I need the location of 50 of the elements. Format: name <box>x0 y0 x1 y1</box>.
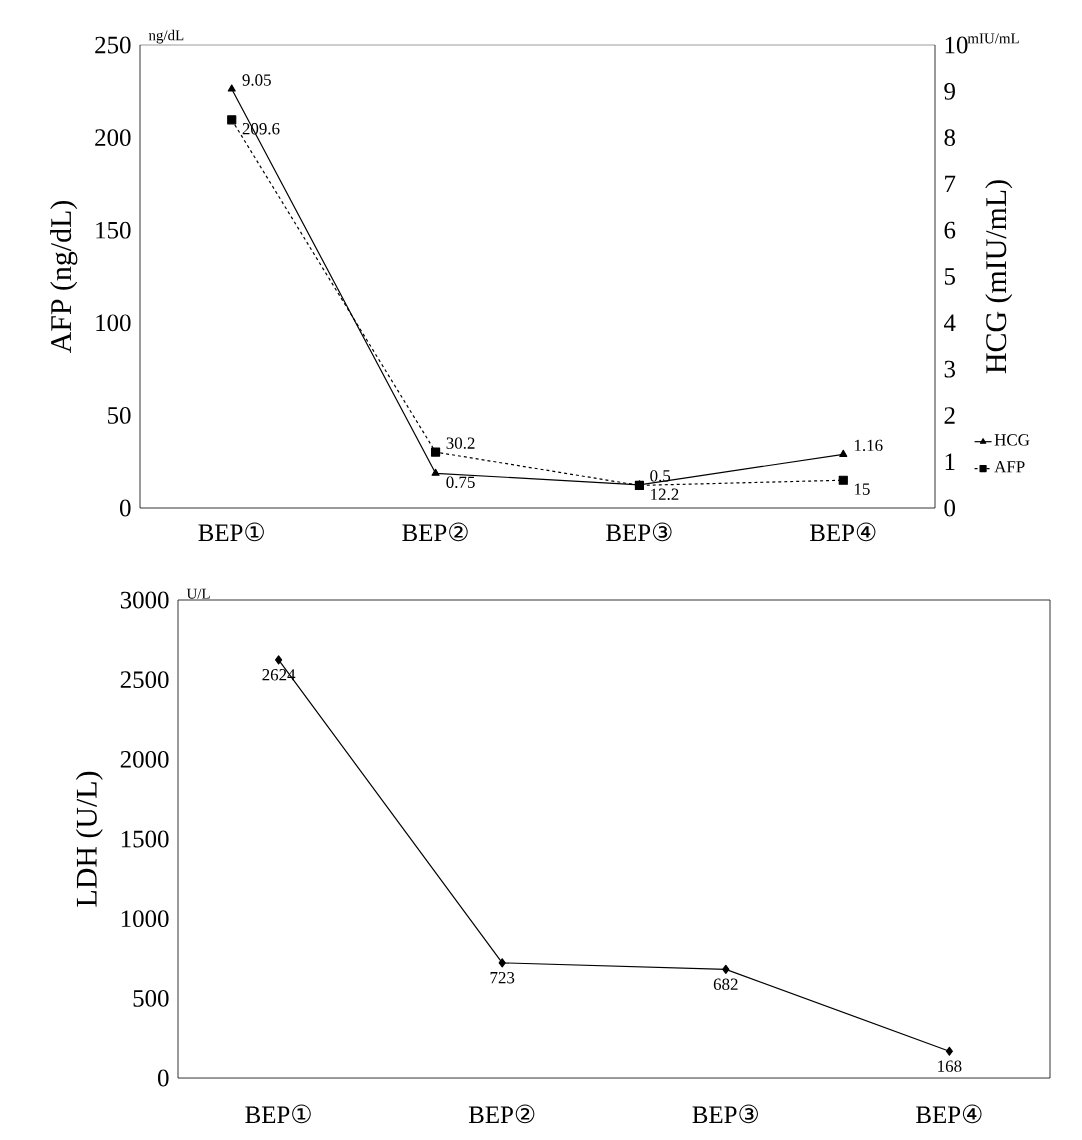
data-label: 723 <box>490 972 515 984</box>
y2-tick-label: 9 <box>944 82 955 100</box>
y2-tick-label: 4 <box>943 314 956 331</box>
y2-axis-title: HCG (mIU/mL) <box>985 180 1013 374</box>
x-tick-label: BEP① <box>245 1104 311 1124</box>
y2-tick-label: 0 <box>944 499 956 517</box>
data-label: 1.16 <box>854 439 883 452</box>
y2-tick-label: 3 <box>944 360 955 378</box>
x-tick-label: BEP③ <box>606 522 672 542</box>
y-tick-label: 2000 <box>120 750 169 768</box>
text: mIU/mL <box>967 33 1019 44</box>
y-tick-label: 3000 <box>120 591 169 609</box>
y-tick-label: 1000 <box>121 910 169 928</box>
data-label: 0.5 <box>650 470 671 482</box>
x-tick-label: BEP① <box>198 522 264 542</box>
y2-tick-label: 6 <box>944 221 956 239</box>
y-tick-label: 1500 <box>121 830 169 848</box>
x-tick-label: BEP② <box>468 1104 535 1124</box>
y-tick-label: 200 <box>95 129 131 147</box>
y-tick-label: 0 <box>120 499 131 517</box>
y-tick-label: 2500 <box>120 671 169 689</box>
data-label: 30.2 <box>446 437 475 449</box>
legend-label: AFP <box>994 461 1025 473</box>
y-tick-label: 100 <box>96 314 131 332</box>
y-axis-title: AFP (ng/dL) <box>50 201 78 354</box>
y2-tick-label: 5 <box>944 268 955 285</box>
y2-tick-label: 10 <box>945 36 968 54</box>
y-tick-label: 0 <box>158 1069 169 1087</box>
data-label: 12.2 <box>651 488 679 501</box>
x-tick-label: BEP③ <box>692 1104 758 1124</box>
data-label: 0.75 <box>446 476 475 488</box>
y2-tick-label: 8 <box>944 129 956 147</box>
data-label: 168 <box>938 1060 962 1072</box>
y-axis-title: LDH (U/L) <box>75 771 103 907</box>
text: U/L <box>186 588 210 599</box>
data-label: 682 <box>713 978 738 990</box>
legend-label: HCG <box>994 434 1030 446</box>
x-tick-label: BEP④ <box>916 1104 982 1124</box>
y2-tick-label: 2 <box>944 407 955 424</box>
x-tick-label: BEP④ <box>809 522 876 542</box>
y-tick-label: 50 <box>108 407 131 424</box>
data-label: 15 <box>854 483 870 495</box>
y2-tick-label: 1 <box>945 453 955 470</box>
text: ng/dL <box>148 29 184 44</box>
y-tick-label: 150 <box>96 221 131 239</box>
data-label: 9.05 <box>242 74 271 86</box>
x-tick-label: BEP② <box>402 522 468 542</box>
y2-tick-label: 7 <box>945 175 956 193</box>
y-tick-label: 500 <box>133 989 169 1007</box>
y-tick-label: 250 <box>95 36 131 54</box>
